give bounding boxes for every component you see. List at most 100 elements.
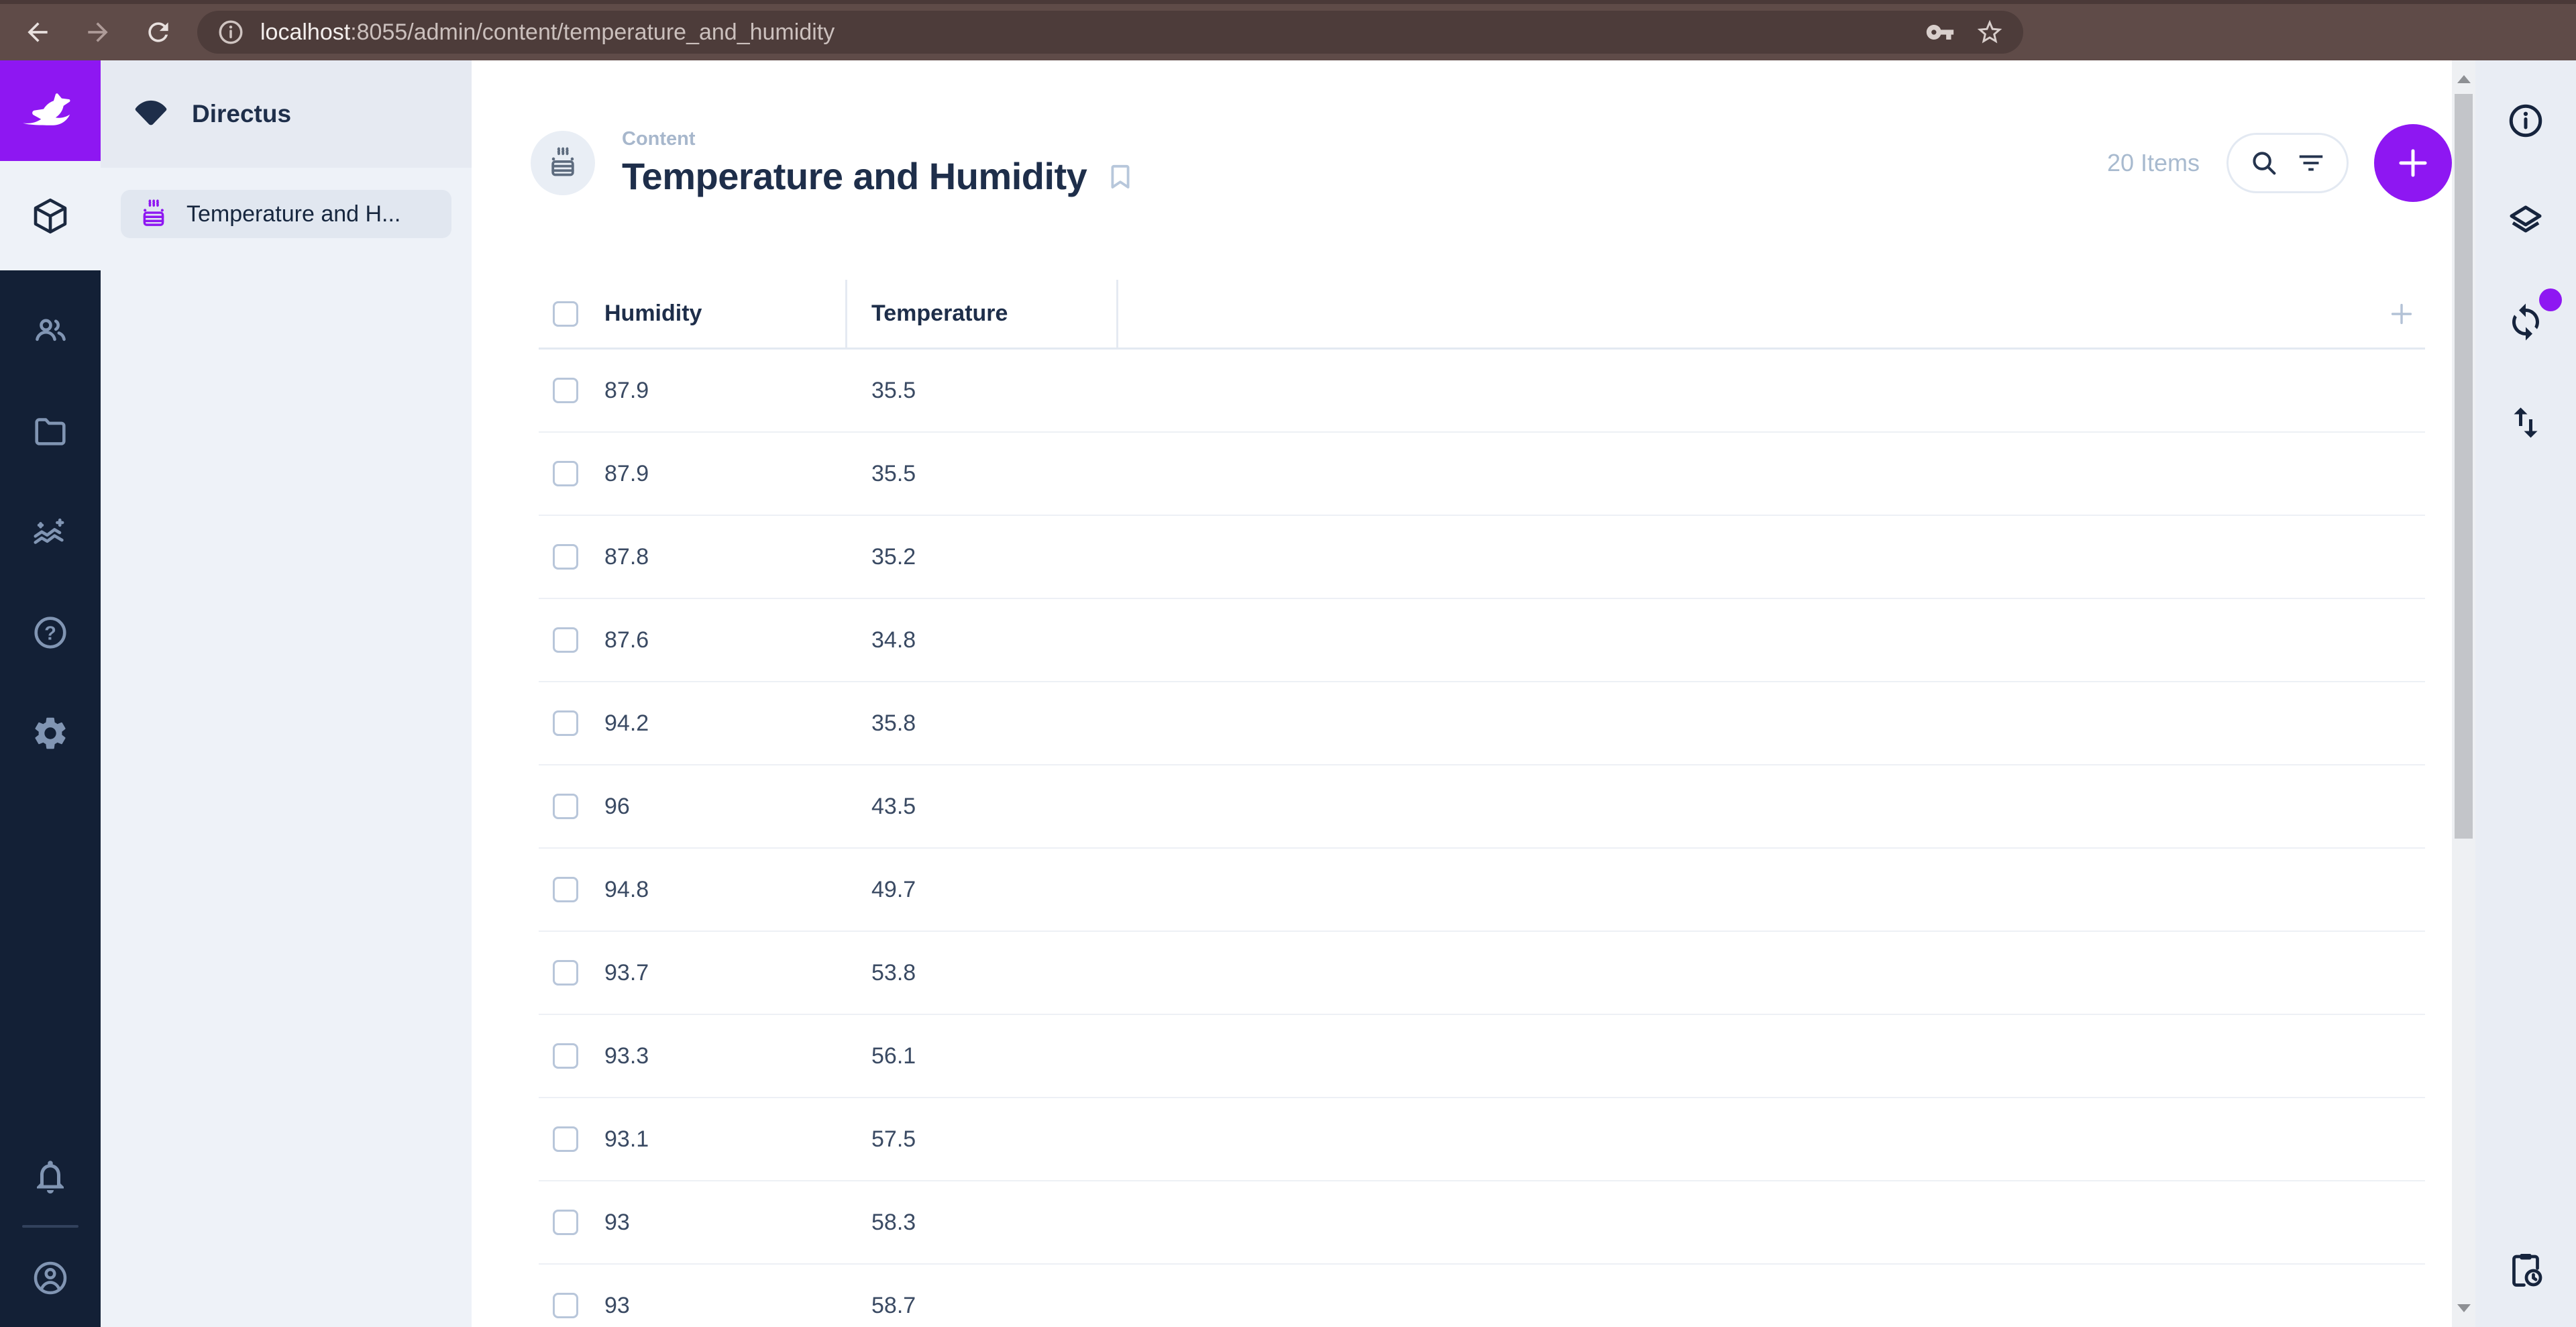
back-arrow-icon[interactable] bbox=[16, 11, 59, 54]
module-content[interactable] bbox=[0, 161, 101, 270]
breadcrumb-content[interactable]: Content bbox=[622, 128, 696, 150]
cell-humidity: 93.7 bbox=[604, 959, 649, 986]
bookmark-icon[interactable] bbox=[1104, 160, 1136, 193]
module-user-directory[interactable] bbox=[0, 280, 101, 381]
table-row[interactable]: 94.2 35.8 bbox=[539, 682, 2425, 765]
cell-temperature: 57.5 bbox=[871, 1126, 916, 1152]
table-header-row: Humidity Temperature bbox=[539, 280, 2425, 350]
column-header-humidity[interactable]: Humidity bbox=[592, 280, 847, 348]
collection-icon-badge bbox=[531, 131, 595, 195]
password-key-icon[interactable] bbox=[1925, 17, 1955, 47]
column-header-temperature[interactable]: Temperature bbox=[847, 280, 1118, 348]
row-checkbox[interactable] bbox=[553, 1126, 578, 1152]
row-checkbox[interactable] bbox=[553, 627, 578, 653]
module-settings[interactable] bbox=[0, 683, 101, 784]
scrollbar-down-arrow[interactable] bbox=[2452, 1292, 2475, 1324]
table-row[interactable]: 93 58.7 bbox=[539, 1265, 2425, 1327]
row-checkbox[interactable] bbox=[553, 794, 578, 819]
cell-temperature: 56.1 bbox=[871, 1043, 916, 1069]
clipboard-clock-icon[interactable] bbox=[2506, 1250, 2546, 1290]
module-bar-divider bbox=[22, 1225, 78, 1228]
add-item-button[interactable] bbox=[2374, 124, 2452, 202]
fan-logo-icon bbox=[130, 93, 172, 135]
module-insights[interactable] bbox=[0, 482, 101, 582]
sidebar-item-temperature-and-humidity[interactable]: Temperature and H... bbox=[121, 190, 451, 238]
cell-temperature: 35.5 bbox=[871, 377, 916, 403]
row-checkbox[interactable] bbox=[553, 877, 578, 902]
bookmark-star-icon[interactable] bbox=[1975, 17, 2004, 47]
add-column-icon[interactable] bbox=[2378, 299, 2425, 329]
address-bar[interactable]: localhost:8055/admin/content/temperature… bbox=[197, 11, 2023, 54]
table-row[interactable]: 93.3 56.1 bbox=[539, 1015, 2425, 1098]
table-row[interactable]: 93.1 57.5 bbox=[539, 1098, 2425, 1181]
row-checkbox[interactable] bbox=[553, 960, 578, 986]
cell-temperature: 43.5 bbox=[871, 793, 916, 819]
cell-humidity: 94.8 bbox=[604, 876, 649, 902]
table-row[interactable]: 96 43.5 bbox=[539, 765, 2425, 849]
url-text: localhost:8055/admin/content/temperature… bbox=[260, 19, 835, 45]
scrollbar-thumb[interactable] bbox=[2455, 94, 2473, 839]
table-row[interactable]: 93.7 53.8 bbox=[539, 932, 2425, 1015]
sync-icon[interactable] bbox=[2506, 288, 2562, 342]
vertical-scrollbar[interactable] bbox=[2452, 60, 2475, 1327]
filter-icon[interactable] bbox=[2296, 148, 2326, 178]
scrollbar-up-arrow[interactable] bbox=[2452, 63, 2475, 95]
row-checkbox[interactable] bbox=[553, 544, 578, 570]
cell-humidity: 93.3 bbox=[604, 1043, 649, 1069]
cell-temperature: 34.8 bbox=[871, 627, 916, 653]
row-checkbox[interactable] bbox=[553, 1210, 578, 1235]
table-row[interactable]: 87.8 35.2 bbox=[539, 516, 2425, 599]
directus-rabbit-logo[interactable] bbox=[0, 60, 101, 161]
search-icon[interactable] bbox=[2249, 148, 2279, 178]
cell-humidity: 87.9 bbox=[604, 460, 649, 486]
cell-humidity: 93.1 bbox=[604, 1126, 649, 1152]
row-checkbox[interactable] bbox=[553, 1043, 578, 1069]
reload-icon[interactable] bbox=[137, 11, 180, 54]
cell-temperature: 53.8 bbox=[871, 959, 916, 986]
page-title: Temperature and Humidity bbox=[622, 155, 1087, 197]
module-documentation[interactable]: ? bbox=[0, 582, 101, 683]
table-row[interactable]: 93 58.3 bbox=[539, 1181, 2425, 1265]
cell-temperature: 35.8 bbox=[871, 710, 916, 736]
cell-temperature: 58.3 bbox=[871, 1209, 916, 1235]
table-body: 87.9 35.5 87.9 35.5 bbox=[539, 350, 2425, 1327]
cell-humidity: 87.6 bbox=[604, 627, 649, 653]
notification-dot bbox=[2539, 288, 2562, 311]
row-checkbox[interactable] bbox=[553, 378, 578, 403]
cell-temperature: 49.7 bbox=[871, 876, 916, 902]
table-row[interactable]: 87.9 35.5 bbox=[539, 433, 2425, 516]
cell-temperature: 35.2 bbox=[871, 543, 916, 570]
sidebar-item-label: Temperature and H... bbox=[186, 201, 401, 227]
nav-sidebar: Directus Temperature and H... bbox=[101, 60, 472, 1327]
account-circle-icon[interactable] bbox=[30, 1258, 70, 1298]
right-sidebar bbox=[2475, 60, 2576, 1327]
row-checkbox[interactable] bbox=[553, 710, 578, 736]
items-table: Humidity Temperature 87.9 35.5 bbox=[539, 280, 2425, 1327]
row-checkbox[interactable] bbox=[553, 1293, 578, 1318]
cell-humidity: 93 bbox=[604, 1292, 630, 1318]
content-header: Content Temperature and Humidity 20 Item… bbox=[531, 124, 2452, 202]
page-info-icon[interactable] bbox=[216, 17, 246, 47]
module-file-library[interactable] bbox=[0, 381, 101, 482]
table-row[interactable]: 94.8 49.7 bbox=[539, 849, 2425, 932]
module-bar: ? bbox=[0, 60, 101, 1327]
content-area: Content Temperature and Humidity 20 Item… bbox=[472, 60, 2475, 1327]
forward-arrow-icon[interactable] bbox=[76, 11, 119, 54]
swap-vertical-icon[interactable] bbox=[2506, 403, 2546, 443]
info-icon[interactable] bbox=[2506, 101, 2546, 141]
cell-humidity: 87.9 bbox=[604, 377, 649, 403]
cell-temperature: 58.7 bbox=[871, 1292, 916, 1318]
cell-humidity: 96 bbox=[604, 793, 630, 819]
table-row[interactable]: 87.6 34.8 bbox=[539, 599, 2425, 682]
table-row[interactable]: 87.9 35.5 bbox=[539, 350, 2425, 433]
bell-icon[interactable] bbox=[30, 1157, 70, 1197]
select-all-checkbox[interactable] bbox=[553, 301, 578, 327]
layers-icon[interactable] bbox=[2506, 201, 2546, 242]
row-checkbox[interactable] bbox=[553, 461, 578, 486]
project-header[interactable]: Directus bbox=[101, 60, 472, 168]
project-name: Directus bbox=[192, 100, 292, 127]
cell-temperature: 35.5 bbox=[871, 460, 916, 486]
cell-humidity: 87.8 bbox=[604, 543, 649, 570]
search-filter-pill bbox=[2226, 133, 2349, 193]
grill-icon bbox=[138, 199, 169, 229]
